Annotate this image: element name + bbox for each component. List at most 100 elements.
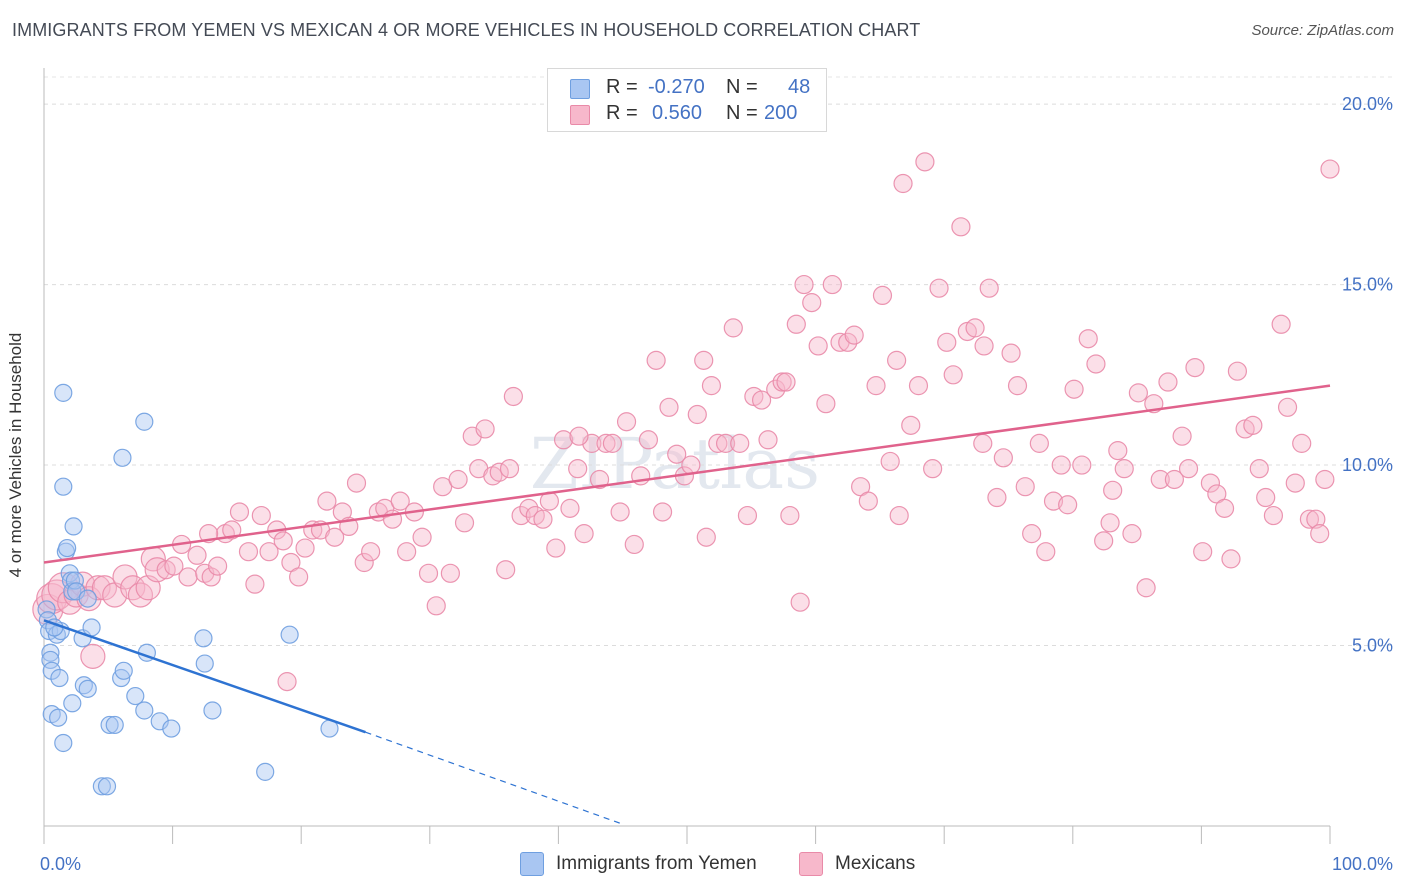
point-mexicans xyxy=(715,433,736,453)
point-yemen xyxy=(195,654,214,673)
point-mexicans xyxy=(616,412,637,432)
point-mexicans xyxy=(667,444,687,464)
point-mexicans xyxy=(1036,542,1056,562)
point-mexicans xyxy=(1078,329,1098,349)
point-mexicans xyxy=(808,336,828,356)
point-mexicans xyxy=(546,538,566,558)
point-mexicans xyxy=(346,473,367,493)
chart-title: IMMIGRANTS FROM YEMEN VS MEXICAN 4 OR MO… xyxy=(12,20,921,40)
point-yemen xyxy=(41,643,60,662)
point-mexicans xyxy=(866,376,886,396)
legend-swatch-yemen xyxy=(570,79,590,99)
point-mexicans xyxy=(533,509,553,529)
point-mexicans xyxy=(838,332,858,352)
point-mexicans xyxy=(1051,455,1071,475)
point-mexicans xyxy=(426,596,446,616)
point-mexicans xyxy=(259,542,279,562)
series-legend-mexicans: Mexicans xyxy=(799,852,915,876)
point-mexicans xyxy=(708,433,728,453)
point-yemen xyxy=(64,517,83,536)
point-yemen xyxy=(112,668,131,688)
point-mexicans xyxy=(1320,159,1340,179)
point-mexicans xyxy=(1108,441,1128,461)
point-mexicans xyxy=(766,379,786,399)
point-mexicans xyxy=(1172,426,1192,446)
point-mexicans xyxy=(238,542,259,562)
point-mexicans xyxy=(418,563,439,583)
point-mexicans xyxy=(569,426,589,446)
point-mexicans xyxy=(901,415,921,435)
point-yemen xyxy=(100,715,119,735)
point-mexicans xyxy=(1064,379,1084,399)
trendline-yemen xyxy=(43,619,366,734)
point-yemen xyxy=(54,383,73,402)
point-mexicans xyxy=(1164,469,1184,490)
point-mexicans xyxy=(880,451,900,472)
point-mexicans xyxy=(1263,505,1284,526)
point-yemen xyxy=(203,701,222,720)
point-mexicans xyxy=(164,556,184,576)
point-mexicans xyxy=(412,527,432,547)
legend-n-label: N = xyxy=(726,102,758,124)
point-mexicans xyxy=(1299,509,1320,529)
point-mexicans xyxy=(361,542,381,562)
point-mexicans xyxy=(646,350,666,370)
series-swatch-yemen xyxy=(520,852,544,876)
point-mexicans xyxy=(889,505,909,526)
point-mexicans xyxy=(273,531,293,551)
point-mexicans xyxy=(1271,314,1291,334)
point-yemen xyxy=(63,694,82,713)
point-mexicans xyxy=(511,505,531,526)
point-mexicans xyxy=(1029,433,1049,453)
point-yemen xyxy=(135,412,154,431)
point-mexicans xyxy=(1200,473,1221,493)
point-mexicans xyxy=(638,430,659,450)
point-mexicans xyxy=(1249,459,1269,479)
point-mexicans xyxy=(1114,459,1134,479)
point-yemen xyxy=(78,589,97,608)
point-mexicans xyxy=(786,314,806,334)
point-mexicans xyxy=(737,505,758,526)
point-mexicans xyxy=(1103,480,1123,500)
point-mexicans xyxy=(973,433,993,453)
point-mexicans xyxy=(1015,477,1035,497)
point-yemen xyxy=(92,777,111,796)
legend-swatch-mexicans xyxy=(570,105,590,125)
point-mexicans xyxy=(915,152,935,172)
point-mexicans xyxy=(519,498,539,518)
point-mexicans xyxy=(251,505,271,526)
point-yemen xyxy=(67,582,86,601)
point-mexicans xyxy=(1100,513,1120,533)
point-mexicans xyxy=(993,448,1013,468)
point-mexicans xyxy=(1256,487,1276,508)
point-mexicans xyxy=(375,498,395,518)
point-yemen xyxy=(105,715,124,735)
point-mexicans xyxy=(758,430,778,450)
point-mexicans xyxy=(1285,473,1305,493)
point-yemen xyxy=(78,679,97,698)
point-mexicans xyxy=(187,545,207,565)
point-mexicans xyxy=(1306,509,1326,529)
legend-n-value: 200 xyxy=(764,102,798,124)
series-legend-yemen: Immigrants from Yemen xyxy=(520,852,757,876)
point-yemen xyxy=(54,733,73,753)
trendline-yemen-extension xyxy=(365,731,623,825)
point-mexicans xyxy=(503,386,523,407)
point-mexicans xyxy=(496,560,516,580)
point-yemen xyxy=(113,448,132,467)
point-mexicans xyxy=(929,278,949,298)
point-mexicans xyxy=(937,332,957,352)
point-mexicans xyxy=(908,376,929,396)
point-yemen xyxy=(194,629,213,648)
point-mexicans xyxy=(802,293,822,313)
point-yemen xyxy=(135,701,154,720)
point-mexicans xyxy=(560,498,580,518)
point-yemen xyxy=(280,625,299,644)
watermark: ZIPatlas xyxy=(530,423,820,505)
point-mexicans xyxy=(277,672,297,692)
point-mexicans xyxy=(1185,357,1205,378)
point-mexicans xyxy=(245,574,265,594)
point-mexicans xyxy=(1315,469,1335,490)
point-mexicans xyxy=(201,567,221,587)
